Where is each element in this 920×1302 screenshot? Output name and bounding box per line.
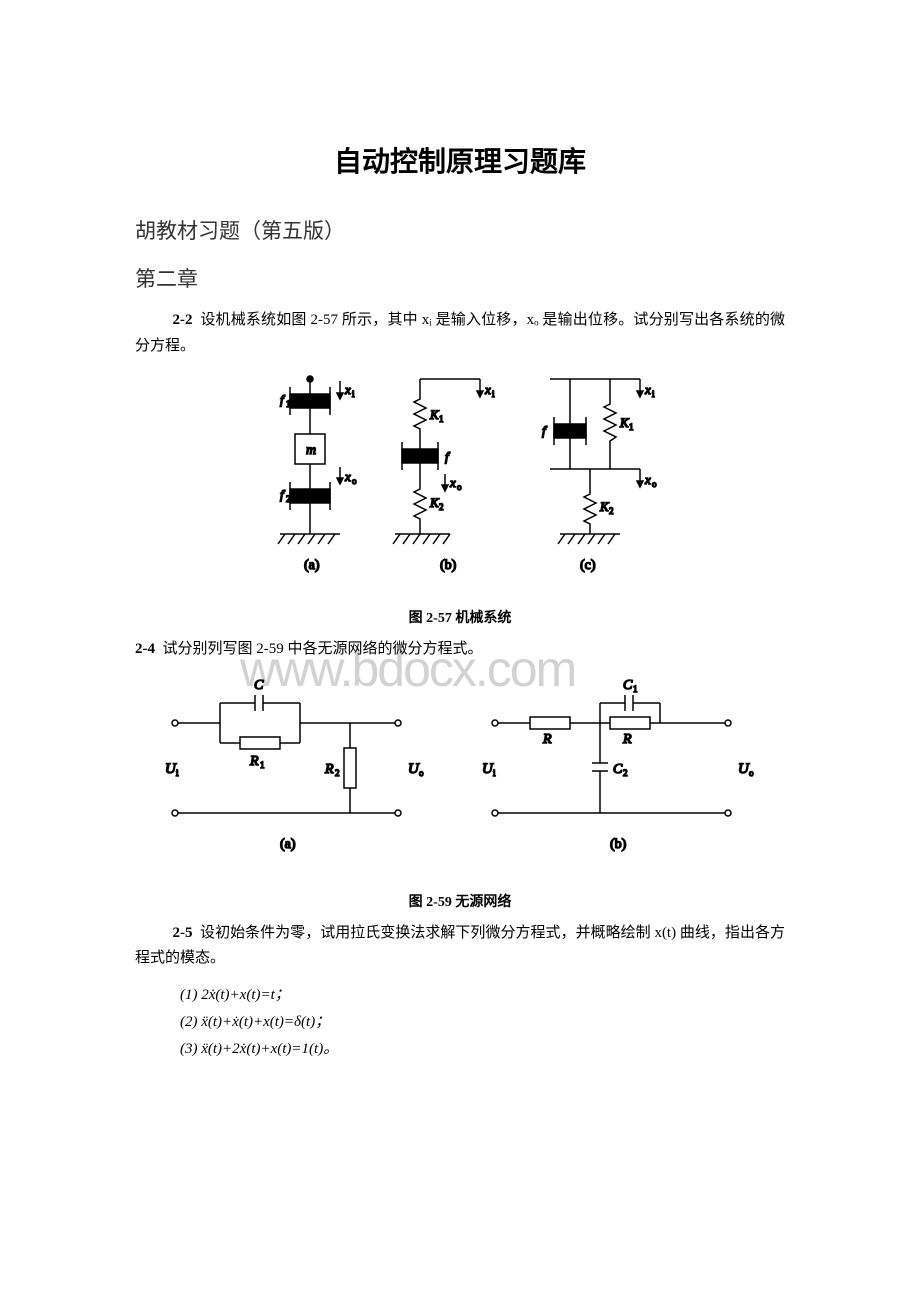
problem-2-5-item-1: (1) 2ẋ(t)+x(t)=t； bbox=[180, 982, 785, 1009]
svg-text:o: o bbox=[652, 479, 657, 489]
svg-text:i: i bbox=[652, 389, 655, 399]
problem-2-4: 2-4 试分别列写图 2-59 中各无源网络的微分方程式。 bbox=[135, 637, 785, 663]
svg-text:(b): (b) bbox=[440, 558, 457, 573]
svg-text:1: 1 bbox=[439, 414, 444, 424]
svg-text:1: 1 bbox=[629, 422, 634, 432]
svg-text:i: i bbox=[352, 389, 355, 399]
problem-2-2: 2-2 设机械系统如图 2-57 所示，其中 xᵢ 是输入位移，xₒ 是输出位移… bbox=[135, 308, 785, 359]
figure-caption: 图 2-59 无源网络 bbox=[135, 891, 785, 911]
problem-2-5: 2-5 设初始条件为零，试用拉氏变换法求解下列微分方程式，并概略绘制 x(t) … bbox=[135, 921, 785, 972]
svg-text:x: x bbox=[449, 475, 456, 490]
problem-2-5-item-2: (2) ẍ(t)+ẋ(t)+x(t)=δ(t)； bbox=[180, 1009, 785, 1036]
svg-text:x: x bbox=[344, 382, 351, 397]
svg-text:2: 2 bbox=[439, 502, 444, 512]
svg-text:f: f bbox=[542, 423, 548, 438]
svg-text:(a): (a) bbox=[304, 558, 320, 573]
svg-text:x: x bbox=[644, 472, 651, 487]
problem-num: 2-2 bbox=[173, 312, 193, 328]
svg-text:o: o bbox=[749, 768, 754, 778]
figure-2-57: xi f1 m xo f2 bbox=[135, 369, 785, 627]
svg-text:C: C bbox=[254, 678, 264, 693]
subtitle: 胡教材习题（第五版） bbox=[135, 215, 785, 245]
svg-text:2: 2 bbox=[335, 768, 340, 778]
figure-caption: 图 2-57 机械系统 bbox=[135, 607, 785, 627]
svg-text:1: 1 bbox=[260, 760, 265, 770]
svg-text:x: x bbox=[484, 382, 491, 397]
figure-2-59: C R1 R2 bbox=[135, 673, 785, 911]
svg-text:R: R bbox=[249, 754, 259, 769]
svg-text:o: o bbox=[457, 482, 462, 492]
svg-text:m: m bbox=[306, 443, 316, 458]
svg-text:2: 2 bbox=[623, 768, 628, 778]
svg-text:x: x bbox=[644, 382, 651, 397]
svg-text:f: f bbox=[445, 449, 451, 464]
svg-text:C: C bbox=[613, 762, 623, 777]
svg-text:1: 1 bbox=[633, 684, 638, 694]
svg-text:R: R bbox=[622, 732, 632, 747]
svg-text:i: i bbox=[176, 768, 179, 778]
svg-text:(c): (c) bbox=[580, 558, 596, 573]
svg-text:R: R bbox=[542, 732, 552, 747]
problem-2-5-item-3: (3) ẍ(t)+2ẋ(t)+x(t)=1(t)。 bbox=[180, 1036, 785, 1063]
svg-text:i: i bbox=[493, 768, 496, 778]
chapter-heading: 第二章 bbox=[135, 263, 785, 293]
problem-text: 试分别列写图 2-59 中各无源网络的微分方程式。 bbox=[163, 641, 483, 657]
page-title: 自动控制原理习题库 bbox=[135, 140, 785, 180]
svg-text:R: R bbox=[324, 762, 334, 777]
svg-text:C: C bbox=[623, 678, 633, 693]
svg-text:2: 2 bbox=[286, 494, 291, 504]
svg-text:(a): (a) bbox=[280, 837, 296, 852]
svg-text:x: x bbox=[344, 469, 351, 484]
svg-text:i: i bbox=[492, 389, 495, 399]
svg-text:o: o bbox=[419, 768, 424, 778]
problem-num: 2-4 bbox=[135, 641, 155, 657]
svg-text:2: 2 bbox=[609, 506, 614, 516]
svg-text:(b): (b) bbox=[610, 837, 627, 852]
problem-text: 设初始条件为零，试用拉氏变换法求解下列微分方程式，并概略绘制 x(t) 曲线，指… bbox=[135, 925, 785, 967]
problem-text: 设机械系统如图 2-57 所示，其中 xᵢ 是输入位移，xₒ 是输出位移。试分别… bbox=[135, 312, 785, 354]
svg-text:1: 1 bbox=[286, 399, 291, 409]
problem-num: 2-5 bbox=[173, 925, 193, 941]
svg-text:o: o bbox=[352, 476, 357, 486]
